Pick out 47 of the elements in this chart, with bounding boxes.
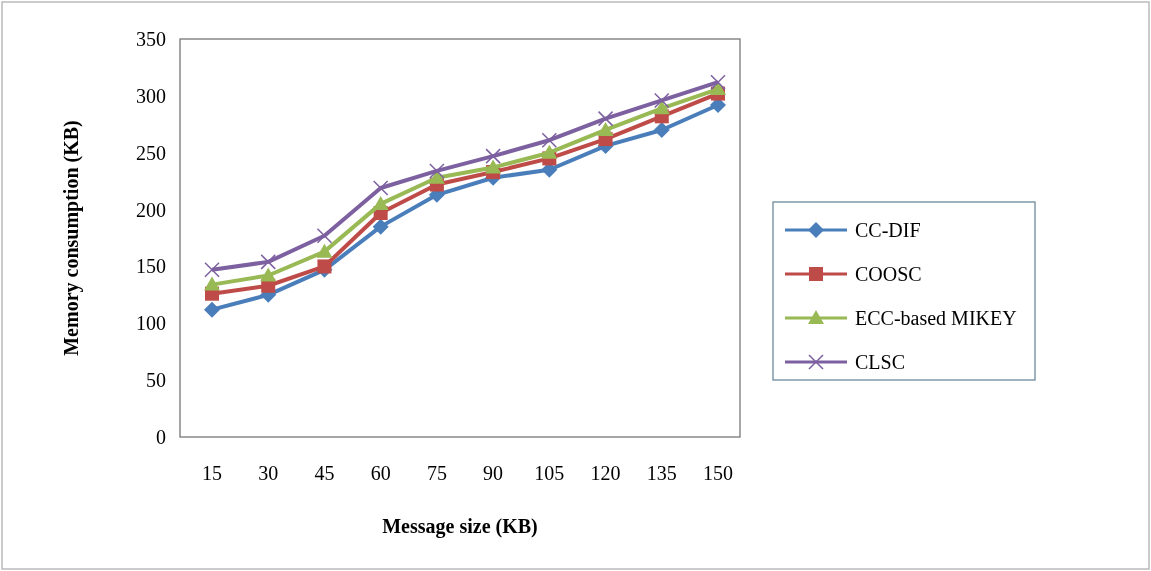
- x-tick-label: 105: [534, 462, 565, 484]
- legend-label: ECC-based MIKEY: [855, 307, 1017, 329]
- point: [429, 163, 445, 179]
- point: [597, 121, 614, 136]
- point: [372, 195, 389, 210]
- point: [204, 262, 220, 278]
- y-tick-label: 100: [136, 312, 166, 335]
- y-tick-label: 150: [136, 255, 166, 278]
- point: [204, 276, 220, 291]
- y-tick-label: 0: [156, 426, 166, 448]
- y-tick-label: 350: [136, 28, 166, 50]
- point: [653, 100, 670, 115]
- x-tick-label: 45: [314, 462, 335, 484]
- x-tick-label: 30: [258, 462, 279, 484]
- point: [260, 267, 277, 282]
- y-tick-label: 250: [136, 141, 166, 164]
- point: [485, 159, 502, 174]
- legend-label: COOSC: [855, 263, 922, 285]
- x-tick-label: 60: [370, 462, 391, 484]
- x-tick-label: 15: [202, 462, 222, 484]
- point: [316, 227, 333, 244]
- legend-label: CLSC: [855, 351, 906, 373]
- point: [372, 218, 389, 235]
- point: [316, 243, 333, 258]
- x-tick-label: 135: [646, 462, 677, 484]
- x-tick-label: 150: [703, 462, 733, 484]
- y-tick-label: 200: [136, 198, 166, 221]
- x-tick-label: 75: [426, 462, 447, 484]
- x-tick-label: 120: [590, 462, 621, 484]
- y-tick-label: 300: [136, 84, 166, 107]
- point: [541, 144, 558, 159]
- point: [372, 180, 389, 196]
- point: [260, 254, 276, 270]
- point: [485, 148, 501, 164]
- legend-label: CC-DIF: [855, 219, 921, 241]
- x-tick-label: 90: [483, 462, 504, 484]
- point: [653, 121, 670, 138]
- point: [710, 74, 726, 90]
- y-tick-label: 50: [146, 369, 166, 392]
- point: [317, 259, 332, 274]
- point: [597, 110, 614, 127]
- point: [710, 81, 726, 96]
- point: [204, 301, 220, 318]
- x-axis-title: Message size (KB): [382, 515, 538, 538]
- point: [654, 92, 670, 109]
- y-axis-title: Memory consumption (KB): [60, 120, 83, 356]
- point: [541, 132, 558, 148]
